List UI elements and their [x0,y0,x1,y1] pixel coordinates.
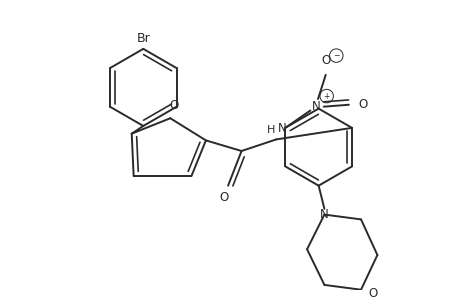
Text: N: N [319,208,328,221]
Text: −: − [332,51,339,60]
Text: O: O [368,287,377,300]
Text: O: O [358,98,367,111]
Text: Br: Br [136,32,150,45]
Text: O: O [320,54,330,67]
Text: O: O [219,191,228,205]
Text: N: N [278,122,286,135]
Text: N: N [311,100,320,113]
Text: +: + [323,92,329,100]
Text: H: H [266,124,274,135]
Text: O: O [169,100,179,112]
